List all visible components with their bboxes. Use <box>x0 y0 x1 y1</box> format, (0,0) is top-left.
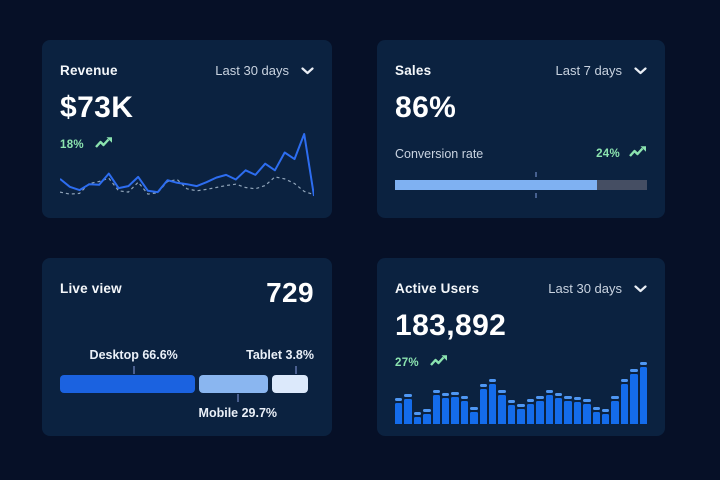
tablet-segment-label: Tablet 3.8% <box>246 348 314 362</box>
tablet-segment <box>271 375 308 393</box>
revenue-delta: 18% <box>60 136 314 154</box>
live-view-header: Live view 729 <box>60 258 314 309</box>
mobile-tick <box>236 394 239 402</box>
chevron-down-icon <box>301 66 314 75</box>
live-view-title: Live view <box>60 281 122 296</box>
progress-marker-top <box>535 172 538 177</box>
mobile-segment-label: Mobile 29.7% <box>198 406 278 420</box>
segment-bottom-labels: Mobile 29.7% <box>60 403 314 420</box>
user-bar <box>554 393 563 424</box>
user-bar <box>526 399 535 424</box>
user-bar <box>573 397 582 424</box>
sales-value: 86% <box>395 91 457 124</box>
revenue-range-dropdown[interactable]: Last 30 days <box>215 63 314 78</box>
user-bar <box>620 379 629 424</box>
progress-fill <box>395 180 597 190</box>
user-bar <box>639 362 647 424</box>
user-bar <box>583 398 591 424</box>
active-users-card-header: Active Users Last 30 days <box>395 258 647 296</box>
live-view-value: 729 <box>266 277 314 308</box>
active-users-range-dropdown[interactable]: Last 30 days <box>548 281 647 296</box>
card-grid: Revenue Last 30 days $73K 18% <box>42 40 665 436</box>
user-bar <box>470 406 478 424</box>
user-bar <box>498 389 506 424</box>
sales-title: Sales <box>395 63 432 78</box>
conversion-rate-label: Conversion rate <box>395 147 484 161</box>
revenue-delta-text: 18% <box>60 139 84 151</box>
sales-card-header: Sales Last 7 days <box>395 40 647 78</box>
revenue-range-label: Last 30 days <box>215 63 289 78</box>
desktop-segment-label: Desktop 66.6% <box>89 348 178 362</box>
user-bar <box>564 396 572 424</box>
revenue-card: Revenue Last 30 days $73K 18% <box>42 40 332 218</box>
mobile-segment <box>199 375 268 393</box>
sales-card: Sales Last 7 days 86% Conversion rate 24… <box>377 40 665 218</box>
sales-delta-text: 24% <box>596 148 620 160</box>
user-bar <box>423 408 431 424</box>
device-breakdown-chart: Desktop 66.6% Tablet 3.8% Mobile 29.7% <box>60 348 314 420</box>
trend-up-icon <box>430 354 448 372</box>
chevron-down-icon <box>634 66 647 75</box>
user-bar <box>611 395 619 424</box>
desktop-segment <box>60 375 196 393</box>
user-bar <box>507 400 516 424</box>
active-users-value: 183,892 <box>395 309 507 342</box>
user-bar <box>536 396 544 424</box>
segment-top-ticks <box>60 365 314 375</box>
progress-marker-bottom <box>535 193 538 198</box>
user-bar <box>489 379 497 424</box>
chevron-down-icon <box>634 284 647 293</box>
segment-bar <box>60 375 314 393</box>
active-users-delta-text: 27% <box>395 357 419 369</box>
live-view-card: Live view 729 Desktop 66.6% Tablet 3.8% <box>42 258 332 436</box>
sales-range-dropdown[interactable]: Last 7 days <box>556 63 648 78</box>
user-bar <box>413 411 422 424</box>
segment-bottom-ticks <box>60 393 314 403</box>
revenue-card-header: Revenue Last 30 days <box>60 40 314 78</box>
active-users-range-label: Last 30 days <box>548 281 622 296</box>
user-bar <box>517 403 525 424</box>
sales-range-label: Last 7 days <box>555 63 623 78</box>
user-bar <box>630 369 638 424</box>
revenue-value: $73K <box>60 91 134 124</box>
trend-up-icon <box>95 136 113 154</box>
user-bar <box>451 391 459 424</box>
sales-delta: 24% <box>596 145 647 163</box>
conversion-row: Conversion rate 24% <box>395 145 647 163</box>
desktop-tick <box>132 366 135 374</box>
user-bar <box>395 398 403 424</box>
user-bar <box>479 383 488 424</box>
conversion-progress <box>395 172 647 198</box>
revenue-line-chart <box>60 130 314 202</box>
trend-up-icon <box>629 145 647 163</box>
user-bar <box>545 389 553 424</box>
active-users-title: Active Users <box>395 281 480 296</box>
user-bar <box>592 406 600 424</box>
active-users-delta: 27% <box>395 354 647 372</box>
active-users-card: Active Users Last 30 days 183,892 27% <box>377 258 665 436</box>
revenue-title: Revenue <box>60 63 118 78</box>
conversion-block: Conversion rate 24% <box>395 145 647 198</box>
user-bar <box>432 389 441 424</box>
segment-top-labels: Desktop 66.6% Tablet 3.8% <box>60 348 314 365</box>
user-bar <box>404 394 412 424</box>
progress-track <box>395 180 647 190</box>
user-bar <box>601 409 610 424</box>
user-bar <box>442 393 450 424</box>
active-users-bar-chart <box>395 362 647 424</box>
tablet-tick <box>295 366 298 374</box>
user-bar <box>460 395 469 424</box>
